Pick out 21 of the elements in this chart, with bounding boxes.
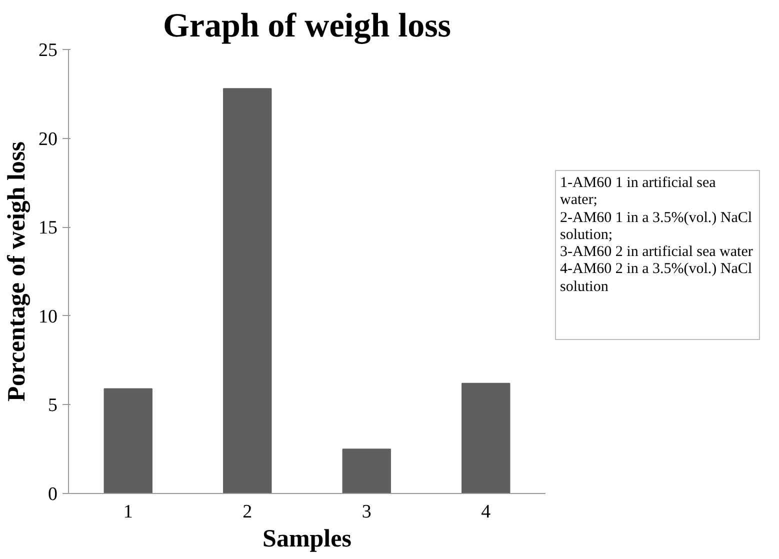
y-tick-label: 0 (48, 484, 58, 505)
text: 4-AM60 2 in a 3.5%(vol.) NaCl solution (560, 261, 754, 296)
text: 3-AM60 2 in artificial sea water (560, 244, 754, 262)
x-tick-label: 4 (481, 502, 492, 522)
y-axis-title: Porcentage of weigh loss (4, 141, 30, 402)
bar (462, 382, 510, 494)
bar (223, 88, 272, 494)
x-tick-label: 3 (362, 502, 372, 522)
chart-title: Graph of weigh loss (162, 8, 452, 44)
text: 1-AM60 1 in artificial sea water; (560, 175, 717, 210)
y-tick-label: 10 (38, 306, 58, 328)
y-tick-label: 15 (38, 218, 58, 239)
bar (104, 388, 152, 494)
y-tick-label: 25 (38, 40, 58, 61)
y-tick-label: 20 (38, 128, 58, 150)
x-tick-label: 2 (242, 502, 252, 522)
x-tick-label: 1 (123, 502, 133, 522)
text: 2-AM60 1 in a 3.5%(vol.) NaCl solution; (560, 210, 754, 244)
x-axis-title: Samples (262, 526, 352, 552)
bar (342, 448, 391, 494)
y-tick-label: 5 (48, 395, 58, 416)
